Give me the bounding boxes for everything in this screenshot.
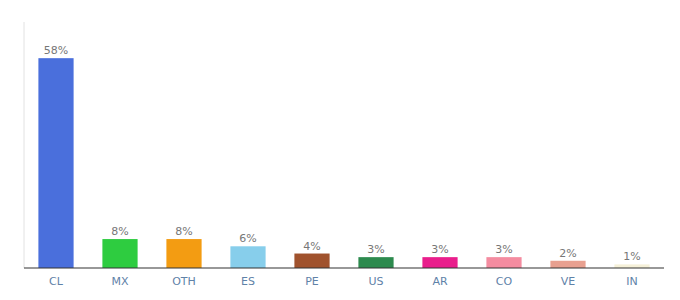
x-tick-label: PE xyxy=(305,275,319,288)
bar xyxy=(38,58,73,268)
bars xyxy=(38,58,649,268)
data-label: 2% xyxy=(559,247,576,260)
bar xyxy=(166,239,201,268)
y-axis-line xyxy=(24,22,25,268)
x-tick-label: VE xyxy=(561,275,576,288)
x-tick-label: AR xyxy=(432,275,448,288)
data-label: 3% xyxy=(367,243,384,256)
data-label: 6% xyxy=(239,232,256,245)
bar xyxy=(550,261,585,268)
chart: 58% 8% 8% 6% 4% 3% 3% 3% 2% 1% CL MX OTH ES PE US AR CO VE… xyxy=(0,0,680,300)
x-tick-label: ES xyxy=(241,275,255,288)
bar xyxy=(294,254,329,268)
data-label: 3% xyxy=(495,243,512,256)
x-tick-label: MX xyxy=(111,275,128,288)
data-label: 1% xyxy=(623,250,640,263)
x-tick-label: IN xyxy=(626,275,637,288)
x-tick-label: US xyxy=(368,275,383,288)
bar xyxy=(230,246,265,268)
data-labels: 58% 8% 8% 6% 4% 3% 3% 3% 2% 1% xyxy=(44,44,641,263)
data-label: 58% xyxy=(44,44,68,57)
bar xyxy=(358,257,393,268)
bar xyxy=(422,257,457,268)
data-label: 3% xyxy=(431,243,448,256)
bar xyxy=(486,257,521,268)
data-label: 4% xyxy=(303,240,320,253)
data-label: 8% xyxy=(111,225,128,238)
x-tick-label: CO xyxy=(496,275,513,288)
data-label: 8% xyxy=(175,225,192,238)
bar xyxy=(102,239,137,268)
x-tick-labels: CL MX OTH ES PE US AR CO VE IN xyxy=(49,275,638,288)
x-axis-line xyxy=(24,267,664,268)
x-tick-label: CL xyxy=(49,275,64,288)
chart-container: 58% 8% 8% 6% 4% 3% 3% 3% 2% 1% CL MX OTH ES PE US AR CO VE… xyxy=(0,0,680,300)
x-tick-label: OTH xyxy=(172,275,196,288)
